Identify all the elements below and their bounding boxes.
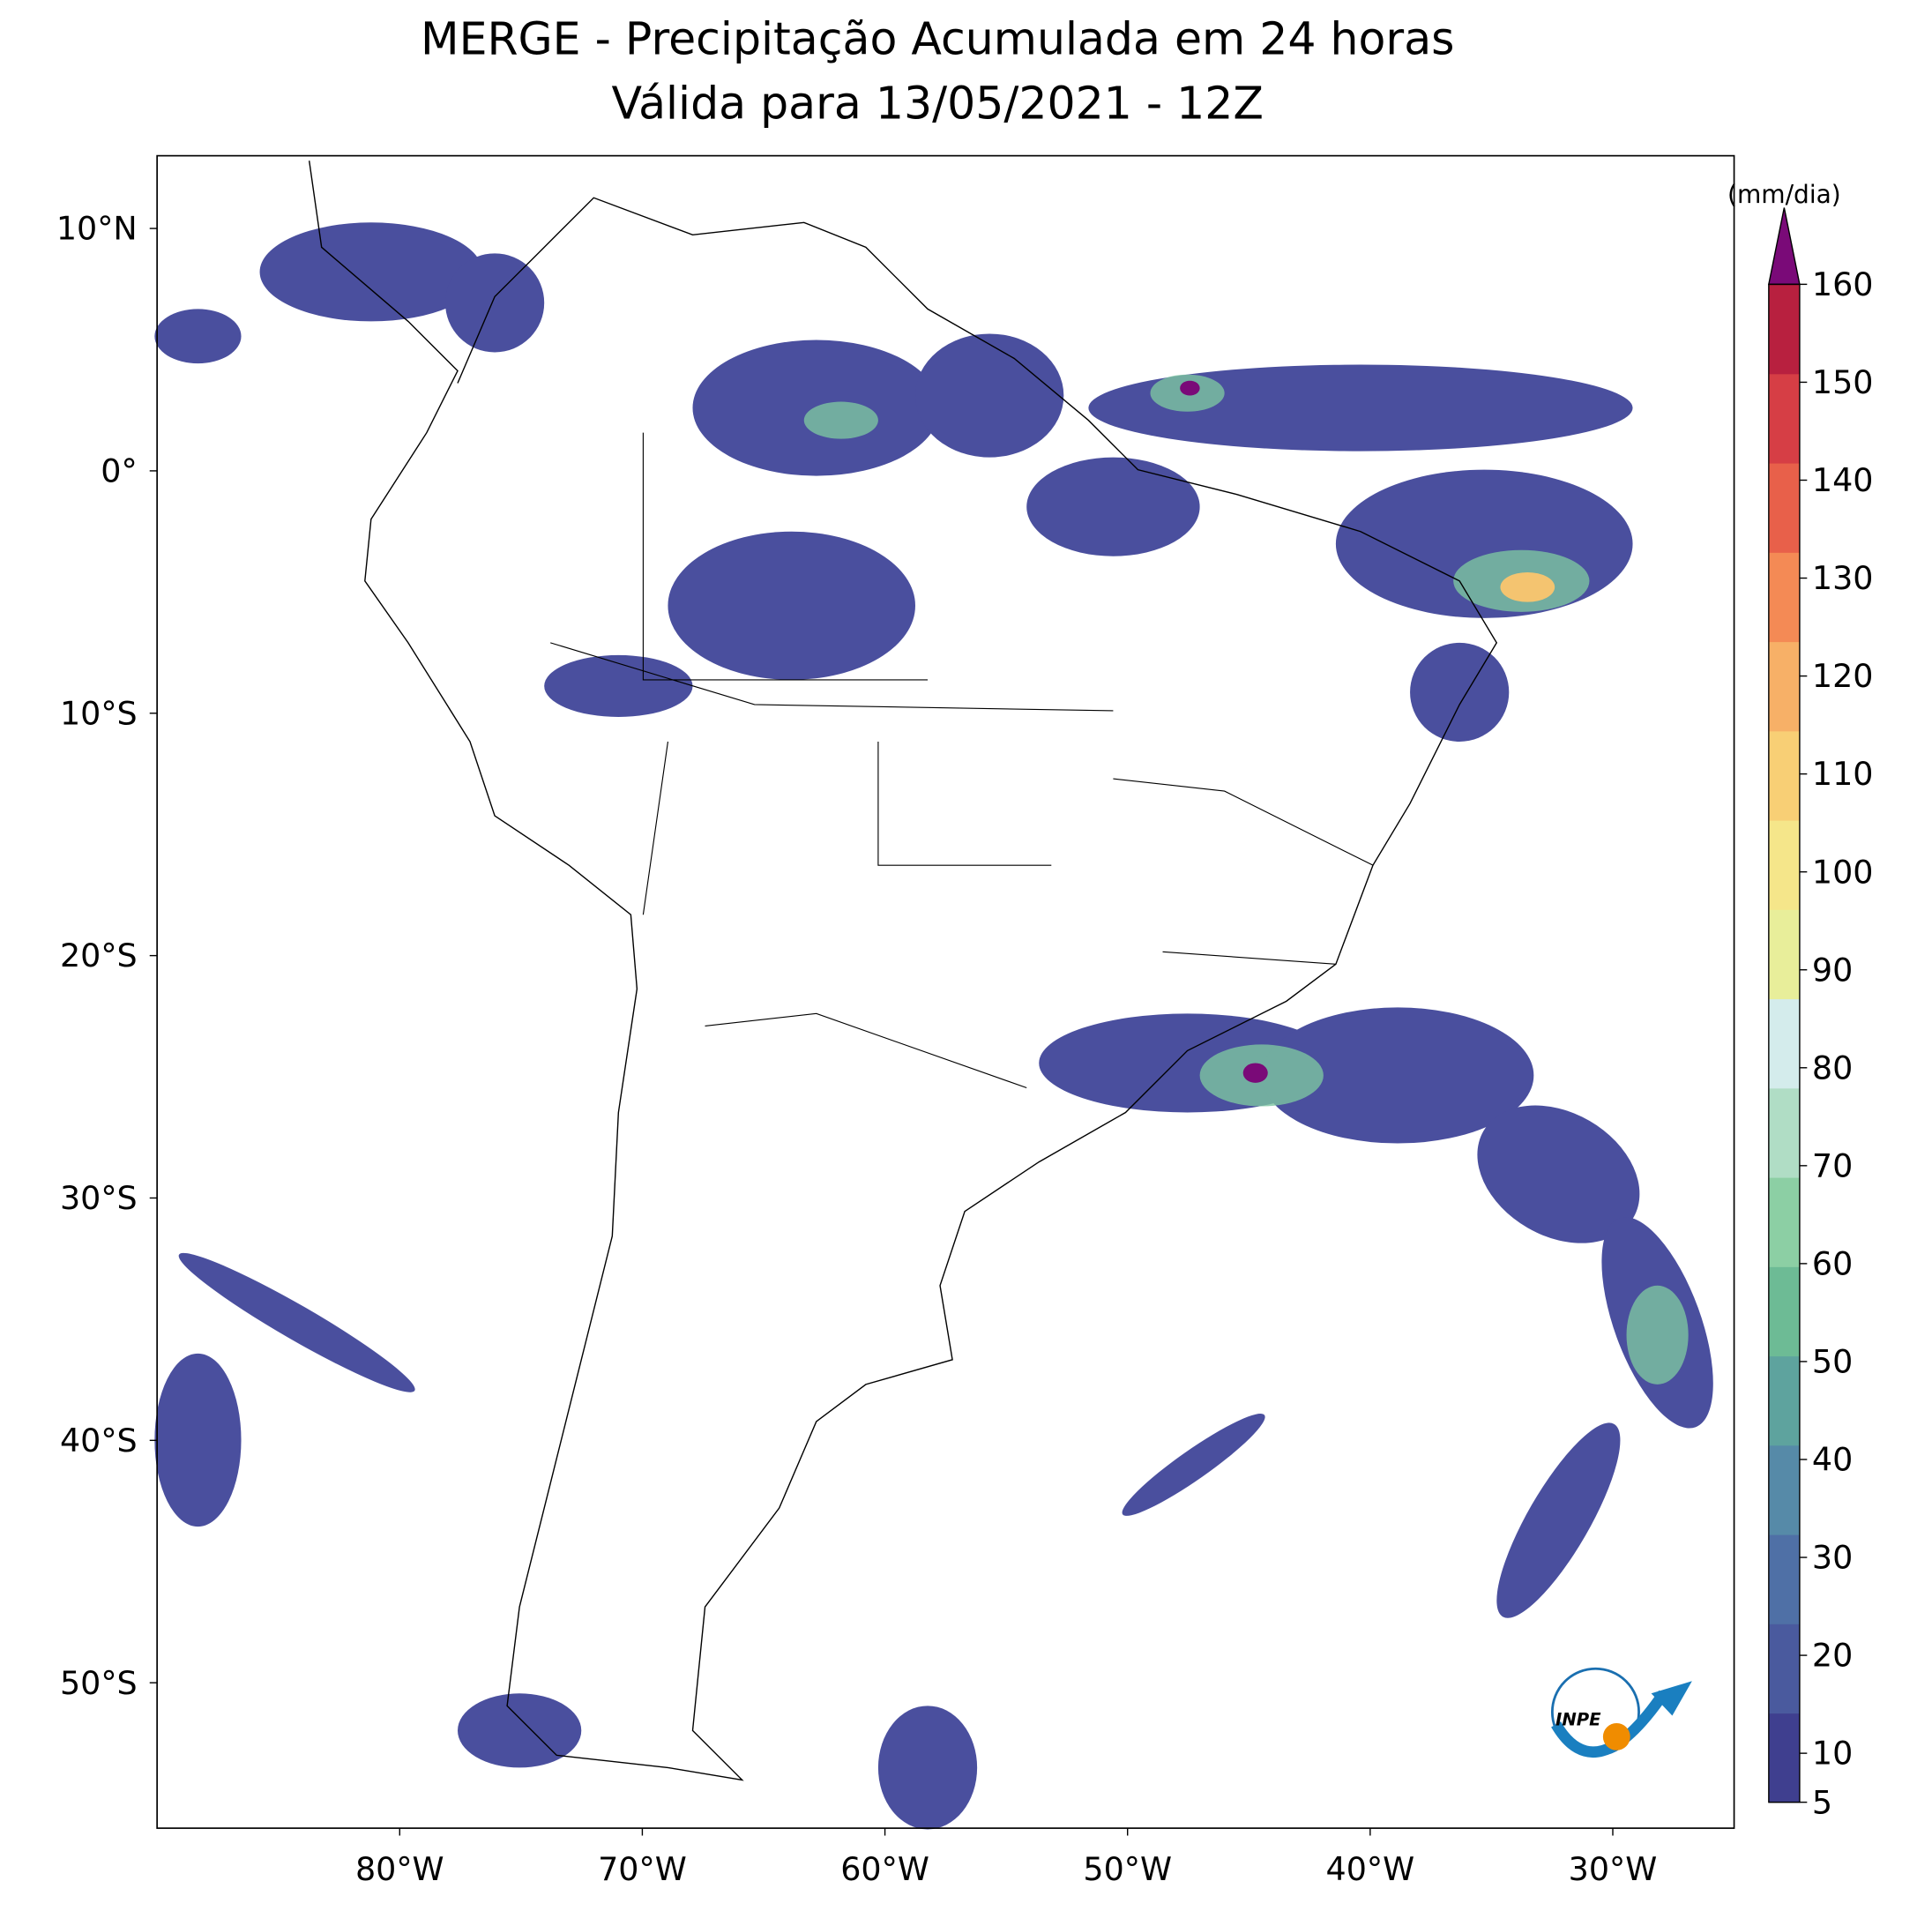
x-tick-label: 70°W [598,1850,687,1888]
colorbar-tick-label: 160 [1812,265,1874,303]
colorbar-tick-label: 80 [1812,1049,1853,1086]
x-tick-label: 80°W [355,1850,444,1888]
colorbar-tick-label: 60 [1812,1245,1853,1283]
y-tick-label: 20°S [60,937,138,974]
colorbar-tick-label: 90 [1812,951,1853,989]
colorbar-label: (mm/dia) [1727,180,1841,209]
colorbar-tick-label: 150 [1812,363,1874,401]
colorbar-tick-label: 30 [1812,1539,1853,1577]
colorbar-band [1768,730,1800,821]
colorbar-band [1768,1624,1800,1714]
colorbar-band [1768,552,1800,643]
colorbar-tick-label: 20 [1812,1637,1853,1675]
colorbar-band [1768,819,1800,910]
colorbar-band [1768,1355,1800,1446]
colorbar-band [1768,373,1800,464]
borders [550,432,1374,1089]
y-tick-label: 50°S [60,1664,138,1702]
x-tick-label: 40°W [1326,1850,1415,1888]
colorbar-tick-label: 40 [1812,1441,1853,1479]
precipitation-peak [1180,380,1200,396]
colorbar-band [1768,462,1800,553]
colorbar-tick-label: 100 [1812,853,1874,891]
colorbar-band [1768,1713,1800,1803]
title: MERGE - Precipitação Acumulada em 24 hor… [421,13,1454,65]
precipitation-peak [1500,571,1555,602]
colorbar-tick-label: 70 [1812,1146,1853,1184]
x-tick-label: 30°W [1569,1850,1658,1888]
x-tick-label: 50°W [1083,1850,1172,1888]
colorbar-tick-label: 50 [1812,1343,1853,1381]
colorbar-tick-label: 140 [1812,461,1874,499]
colorbar-frame [1768,283,1801,1803]
axes: 80°W 70°W 60°W 50°W 40°W 30°W 10°N 0° 10°S 20°S 30… [56,210,1658,1888]
logo-text: INPE [1555,1710,1601,1730]
colorbar-band [1768,1534,1800,1624]
inpe-logo: INPE [1550,1667,1692,1758]
colorbar-band [1768,1176,1800,1267]
colorbar-band [1768,998,1800,1089]
colorbar-extend [1767,207,1801,286]
colorbar-band [1768,641,1800,732]
coastline [308,160,1498,1781]
subtitle: Válida para 13/05/2021 - 12Z [611,78,1264,130]
colorbar-tick-label: 120 [1812,657,1874,695]
x-tick-label: 60°W [840,1850,929,1888]
colorbar-band [1768,1266,1800,1357]
colorbar-tick-label: 130 [1812,559,1874,597]
y-tick-label: 10°S [60,694,138,732]
colorbar-band [1768,1087,1800,1178]
y-tick-label: 0° [101,452,137,490]
y-tick-label: 30°S [60,1179,138,1217]
y-tick-label: 40°S [60,1422,138,1459]
precipitation-peak [1242,1063,1268,1083]
colorbar: 5 10 20 30 40 50 60 70 80 90 100 110 120 130 140 150 160… [1727,180,1874,1821]
colorbar-tick-label: 110 [1812,755,1874,793]
colorbar-band [1768,909,1800,1000]
colorbar-band [1768,284,1800,375]
colorbar-tick-label: 5 [1812,1783,1832,1821]
colorbar-tick-label: 10 [1812,1735,1853,1773]
map-area: INPE [154,154,1735,1830]
y-tick-label: 10°N [56,210,138,248]
map-frame [156,154,1735,1829]
colorbar-band [1768,1444,1800,1535]
